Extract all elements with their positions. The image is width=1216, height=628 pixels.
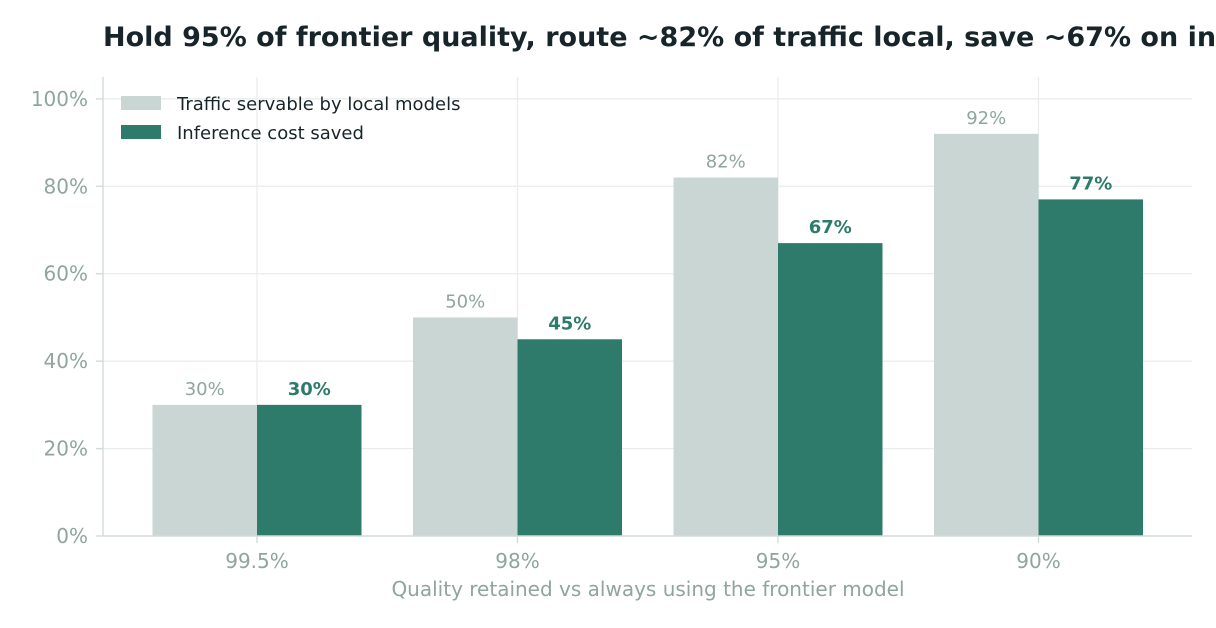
bar-cost-saved <box>517 339 622 536</box>
value-label-cost-saved: 67% <box>809 217 852 238</box>
y-tick-label: 20% <box>44 437 88 461</box>
y-tick-label: 40% <box>44 349 88 373</box>
value-label-cost-saved: 30% <box>288 379 331 400</box>
x-tick-label: 99.5% <box>225 549 289 573</box>
y-tick-label: 60% <box>44 262 88 286</box>
value-label-traffic-servable: 82% <box>706 152 746 173</box>
x-axis-label: Quality retained vs always using the fro… <box>391 577 904 601</box>
value-label-traffic-servable: 50% <box>445 291 485 312</box>
bar-cost-saved <box>1038 199 1143 536</box>
value-labels: 30% 30% 50% 45% 82% 67% 92% 77% <box>185 108 1113 400</box>
bars <box>152 133 1143 537</box>
x-tick-label: 95% <box>756 549 800 573</box>
chart-title: Hold 95% of frontier quality, route ~82%… <box>103 22 1216 53</box>
value-label-traffic-servable: 30% <box>185 379 225 400</box>
x-tick-label: 98% <box>495 549 539 573</box>
value-label-traffic-servable: 92% <box>966 108 1006 129</box>
legend: Traffic servable by local models Inferenc… <box>121 94 460 144</box>
value-label-cost-saved: 45% <box>548 313 591 334</box>
axes: 0% 20% 40% 60% 80% 100% 99.5% 98% 95% 90% <box>31 77 1192 573</box>
y-tick-label: 0% <box>56 524 88 548</box>
bar-cost-saved <box>778 243 883 536</box>
value-label-cost-saved: 77% <box>1069 173 1112 194</box>
x-tick-label: 90% <box>1016 549 1060 573</box>
y-tick-label: 80% <box>44 174 88 198</box>
bar-traffic-servable <box>152 404 257 536</box>
legend-swatch <box>121 125 161 139</box>
legend-label: Inference cost saved <box>177 123 364 144</box>
y-tick-label: 100% <box>31 87 88 111</box>
bar-traffic-servable <box>413 317 518 536</box>
bar-traffic-servable <box>673 177 778 537</box>
bar-traffic-servable <box>934 133 1039 537</box>
legend-label: Traffic servable by local models <box>176 94 460 115</box>
legend-swatch <box>121 96 161 110</box>
bar-cost-saved <box>257 404 362 536</box>
